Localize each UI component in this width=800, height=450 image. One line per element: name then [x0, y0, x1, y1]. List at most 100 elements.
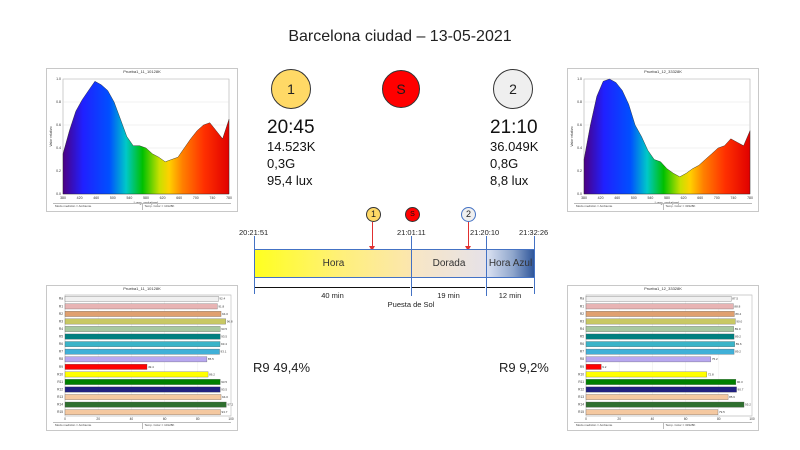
y-tick-label: 0.2: [577, 169, 582, 173]
right-lux: 8,8 lux: [490, 173, 529, 188]
dim-azul: [487, 287, 533, 288]
cri-bar: [64, 303, 218, 310]
left-cct: 14.523K: [267, 139, 316, 154]
cri-bar: [64, 333, 221, 340]
timeline-marker-1: 1: [366, 207, 381, 222]
bar-category-label: R12: [578, 387, 584, 391]
dim-hora-label: 40 min: [321, 291, 344, 300]
bar-category-label: R7: [580, 350, 584, 354]
bar-value-label: 72.8: [708, 372, 714, 376]
x-tick-label: 420: [598, 196, 604, 200]
bar-category-label: R9: [59, 365, 63, 369]
x-tick-label: 60: [684, 417, 688, 421]
y-tick-label: 0.8: [577, 100, 582, 104]
bar-category-label: R7: [59, 350, 63, 354]
x-tick-label: 80: [196, 417, 200, 421]
y-tick-label: 0.4: [56, 146, 61, 150]
y-tick-label: 0.6: [56, 123, 61, 127]
marker-circle-2: 2: [493, 69, 533, 109]
bar-category-label: R1: [580, 304, 584, 308]
footer-mode: Modo medición = Ambiente: [55, 423, 92, 427]
bar-value-label: 85.5: [208, 357, 214, 361]
y-tick-label: 1.0: [56, 77, 61, 81]
bar-category-label: R15: [57, 410, 63, 414]
segment-hora-label: Hora: [322, 258, 345, 269]
right-duv: 0,8G: [490, 156, 519, 171]
right-spectrum-panel: Prueba1_12_33328K 0.0 0.2 0.4 0.6 0.8 1.0 380 4…: [567, 68, 759, 212]
left-spectrum-chart: 0.0 0.2 0.4 0.6 0.8 1.0 380 420 460 500 540 580 620 6…: [49, 77, 232, 205]
marker-circle-sunset-label: S: [396, 81, 406, 97]
segment-hora-azul: Hora Azul: [487, 249, 535, 278]
x-tick-label: 740: [209, 196, 215, 200]
bar-value-label: 85.6: [729, 395, 735, 399]
left-cri-chart: 0 20 40 60 80 100 Ra 92.4 R1 91.8 R2 94.0 R3 96.8 R4 93…: [57, 294, 234, 421]
bar-category-label: R3: [59, 319, 63, 323]
bar-value-label: 96.8: [227, 319, 233, 323]
cri-bar: [64, 295, 219, 302]
bar-category-label: R9: [580, 365, 584, 369]
bar-value-label: 90.0: [736, 319, 742, 323]
x-tick-label: 460: [93, 196, 99, 200]
x-tick-label: 20: [96, 417, 100, 421]
bar-value-label: 86.2: [209, 372, 215, 376]
x-tick-label: 700: [714, 196, 720, 200]
bar-category-label: R15: [578, 410, 584, 414]
bar-category-label: R2: [59, 312, 63, 316]
right-cct: 36.049K: [490, 139, 539, 154]
bar-category-label: R13: [57, 395, 63, 399]
x-tick-label: 100: [228, 417, 234, 421]
bar-category-label: R11: [578, 380, 584, 384]
y-axis-label: Valor relativo: [570, 126, 574, 146]
y-tick-label: 0.0: [56, 192, 61, 196]
footer-temp: Temp. Color = 10128K: [141, 204, 232, 210]
left-time: 20:45: [267, 117, 315, 138]
left-lux: 95,4 lux: [267, 173, 313, 188]
right-cri-chart: 0 20 40 60 80 100 Ra 87.5 R1 88.8 R2 89.4 R3 90.0 R4 89…: [578, 294, 755, 421]
bar-value-label: 93.4: [221, 342, 227, 346]
bar-category-label: R1: [59, 304, 63, 308]
right-time: 21:10: [490, 117, 538, 138]
bar-category-label: R6: [580, 342, 584, 346]
y-tick-label: 0.0: [577, 192, 582, 196]
left-spectrum-panel: Prueba1_11_10128K 0.0 0.2 0.4 0.6 0.8 1.0 380 4…: [46, 68, 238, 212]
divider-dorada-end: [486, 236, 487, 296]
bar-value-label: 9.2: [602, 365, 607, 369]
arrow-marker-2: [465, 222, 471, 251]
time-start: 20:21:51: [239, 228, 269, 237]
left-measurements: 14.523K 0,3G 95,4 lux: [267, 138, 315, 189]
right-cri-title: Prueba1_12_33328K: [644, 286, 682, 291]
bar-value-label: 91.8: [218, 304, 224, 308]
bar-value-label: 89.2: [735, 335, 741, 339]
cri-bar: [585, 348, 735, 355]
cri-bar: [585, 295, 732, 302]
bar-value-label: 79.5: [719, 410, 725, 414]
cri-bar: [585, 379, 737, 385]
spectrum-area: [62, 81, 230, 195]
cri-bar: [64, 356, 208, 363]
cri-bar: [585, 386, 737, 393]
x-tick-label: 620: [160, 196, 166, 200]
bar-value-label: 95.2: [745, 403, 751, 407]
footer-temp: Temp. Color = 33328K: [662, 423, 753, 429]
bar-value-label: 94.0: [222, 312, 228, 316]
timeline-marker-sunset-label: S: [410, 211, 415, 218]
bar-value-label: 89.4: [735, 312, 741, 316]
left-duv: 0,3G: [267, 156, 296, 171]
cri-bar: [64, 311, 222, 317]
page-title: Barcelona ciudad – 13-05-2021: [288, 28, 512, 45]
y-tick-label: 0.8: [56, 100, 61, 104]
bar-value-label: 89.0: [735, 327, 741, 331]
cri-bar: [64, 318, 226, 325]
cri-bar: [64, 364, 148, 370]
footer-temp: Temp. Color = 33328K: [662, 204, 753, 210]
y-tick-label: 0.2: [56, 169, 61, 173]
x-tick-label: 0: [64, 417, 66, 421]
bar-value-label: 94.0: [222, 395, 228, 399]
cri-bar: [585, 401, 745, 408]
bar-value-label: 89.2: [735, 350, 741, 354]
bar-value-label: 90.3: [737, 380, 743, 384]
footer-temp: Temp. Color = 10128K: [141, 423, 232, 429]
sunset-label: Puesta de Sol: [387, 300, 435, 309]
x-tick-label: 500: [110, 196, 116, 200]
right-r9: R9 9,2%: [499, 360, 549, 375]
